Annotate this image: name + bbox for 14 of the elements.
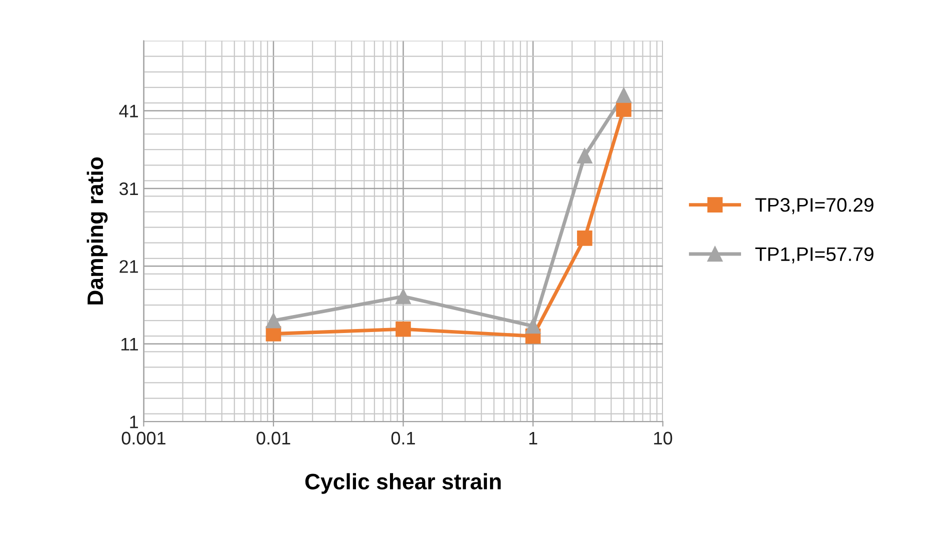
x-tick-label: 10 <box>654 432 672 445</box>
legend-label: TP1,PI=57.79 <box>755 247 874 264</box>
x-tick-label: 0.1 <box>391 432 415 445</box>
x-axis-title: Cyclic shear strain <box>305 473 501 494</box>
y-tick-label: 41 <box>119 104 138 118</box>
y-tick-label: 21 <box>120 260 138 273</box>
x-tick-label: 0.001 <box>122 432 166 445</box>
x-tick-label: 1 <box>529 432 538 444</box>
y-axis-title: Damping ratio <box>86 157 108 304</box>
legend-label: TP3,PI=70.29 <box>755 198 874 214</box>
y-tick-label: 1 <box>130 416 138 428</box>
y-tick-label: 11 <box>121 338 138 350</box>
y-tick-label: 31 <box>119 182 138 196</box>
x-tick-label: 0.01 <box>256 432 290 445</box>
